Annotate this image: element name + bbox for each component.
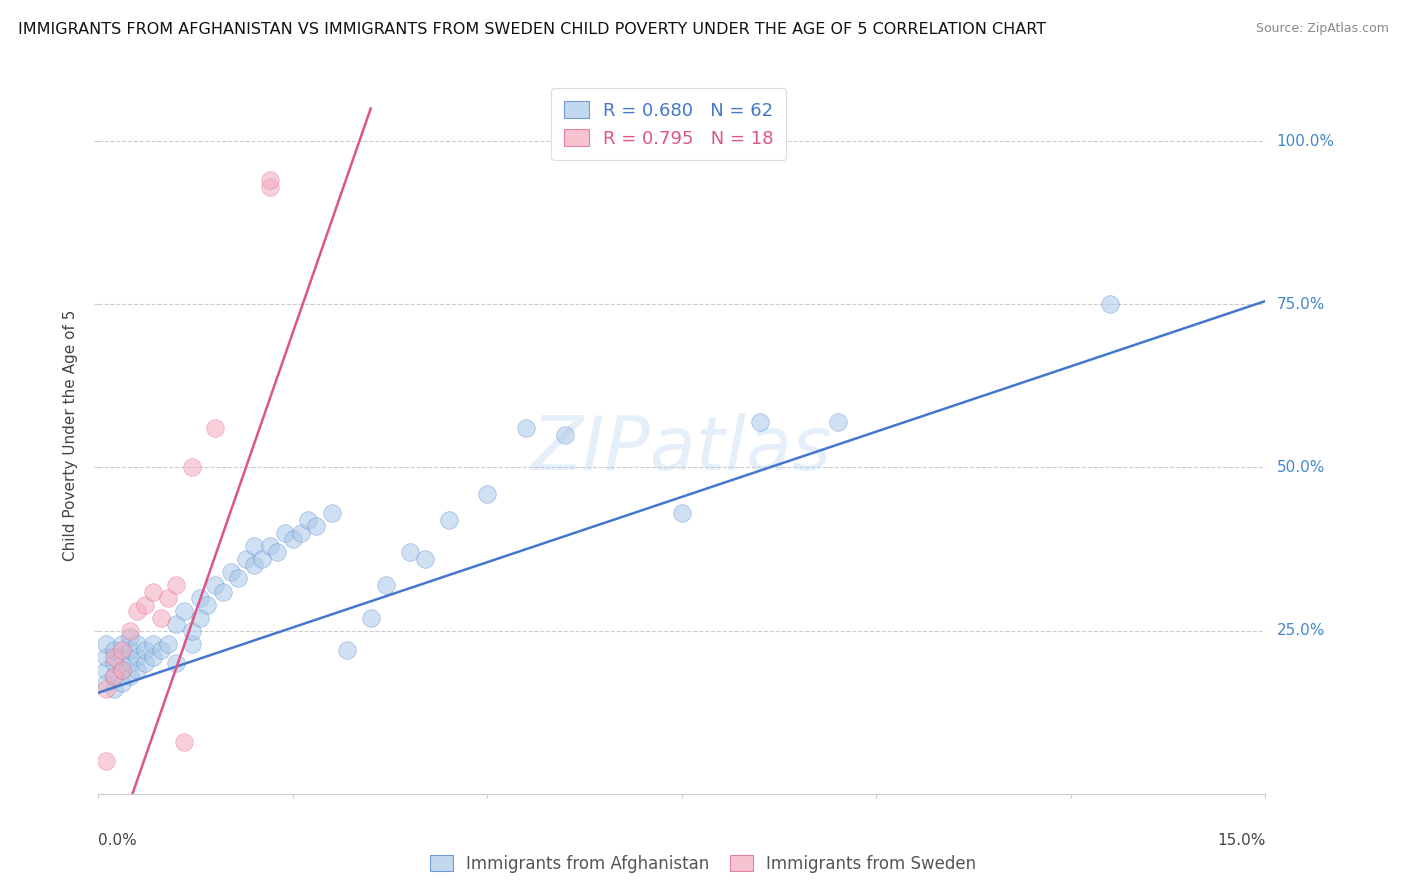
Point [554, 427, 576, 442]
Point [173, 604, 195, 618]
Point [118, 643, 141, 657]
Point [142, 637, 165, 651]
Point [103, 669, 125, 683]
Point [165, 578, 187, 592]
Point [243, 558, 266, 573]
Text: ZIPatlas: ZIPatlas [531, 413, 832, 485]
Point [149, 610, 172, 624]
Point [243, 539, 266, 553]
Point [165, 617, 187, 632]
Point [96, 663, 118, 677]
Point [157, 591, 180, 605]
Point [134, 643, 156, 657]
Point [1098, 297, 1121, 311]
Text: 100.0%: 100.0% [1277, 134, 1334, 149]
Point [266, 545, 288, 559]
Point [111, 649, 134, 664]
Point [305, 519, 328, 533]
Point [142, 649, 165, 664]
Point [134, 598, 156, 612]
Text: Source: ZipAtlas.com: Source: ZipAtlas.com [1256, 22, 1389, 36]
Point [103, 649, 125, 664]
Point [165, 657, 187, 671]
Point [96, 676, 118, 690]
Text: 50.0%: 50.0% [1277, 460, 1324, 475]
Point [111, 676, 134, 690]
Point [228, 571, 250, 585]
Point [204, 421, 226, 435]
Point [134, 657, 156, 671]
Point [336, 643, 359, 657]
Point [96, 682, 118, 697]
Point [195, 598, 218, 612]
Point [235, 552, 257, 566]
Point [259, 173, 281, 187]
Point [671, 506, 693, 520]
Point [748, 415, 770, 429]
Point [180, 637, 202, 651]
Point [259, 179, 281, 194]
Point [321, 506, 343, 520]
Point [157, 637, 180, 651]
Point [477, 486, 499, 500]
Point [111, 663, 134, 677]
Point [827, 415, 849, 429]
Point [149, 643, 172, 657]
Point [180, 624, 202, 638]
Point [515, 421, 537, 435]
Point [250, 552, 273, 566]
Point [297, 513, 319, 527]
Point [204, 578, 226, 592]
Point [118, 630, 141, 644]
Legend: Immigrants from Afghanistan, Immigrants from Sweden: Immigrants from Afghanistan, Immigrants … [423, 848, 983, 880]
Text: 15.0%: 15.0% [1218, 833, 1265, 848]
Point [180, 460, 202, 475]
Point [96, 637, 118, 651]
Point [281, 533, 304, 547]
Point [142, 584, 165, 599]
Point [127, 663, 149, 677]
Point [375, 578, 398, 592]
Point [188, 591, 211, 605]
Point [103, 643, 125, 657]
Point [118, 669, 141, 683]
Point [290, 525, 312, 540]
Point [127, 604, 149, 618]
Point [96, 649, 118, 664]
Point [173, 734, 195, 748]
Point [398, 545, 420, 559]
Point [118, 657, 141, 671]
Point [103, 682, 125, 697]
Point [212, 584, 235, 599]
Point [259, 539, 281, 553]
Point [111, 637, 134, 651]
Point [413, 552, 436, 566]
Legend: R = 0.680   N = 62, R = 0.795   N = 18: R = 0.680 N = 62, R = 0.795 N = 18 [551, 88, 786, 161]
Point [274, 525, 297, 540]
Text: 75.0%: 75.0% [1277, 297, 1324, 312]
Text: 25.0%: 25.0% [1277, 624, 1324, 638]
Point [111, 663, 134, 677]
Point [188, 610, 211, 624]
Point [103, 669, 125, 683]
Point [127, 637, 149, 651]
Y-axis label: Child Poverty Under the Age of 5: Child Poverty Under the Age of 5 [63, 310, 79, 560]
Point [96, 754, 118, 768]
Point [111, 643, 134, 657]
Point [127, 649, 149, 664]
Point [437, 513, 460, 527]
Point [103, 657, 125, 671]
Text: 0.0%: 0.0% [98, 833, 138, 848]
Point [118, 624, 141, 638]
Text: IMMIGRANTS FROM AFGHANISTAN VS IMMIGRANTS FROM SWEDEN CHILD POVERTY UNDER THE AG: IMMIGRANTS FROM AFGHANISTAN VS IMMIGRANT… [18, 22, 1046, 37]
Point [219, 565, 242, 579]
Point [360, 610, 382, 624]
